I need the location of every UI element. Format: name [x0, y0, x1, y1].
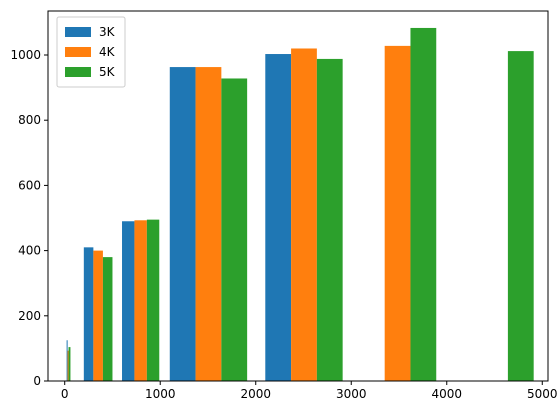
- bar-4K-5: [384, 45, 411, 381]
- x-tick-label: 4000: [431, 387, 462, 401]
- legend-label-4K: 4K: [99, 45, 116, 59]
- y-tick-label: 200: [18, 309, 41, 323]
- bar-5K-1: [102, 257, 113, 381]
- bar-4K-3: [195, 67, 222, 381]
- plot-frame: [47, 10, 549, 382]
- bar-5K-4: [316, 58, 343, 382]
- bar-5K-0: [68, 347, 71, 381]
- bars-layer: [66, 27, 534, 382]
- y-tick-label: 400: [18, 244, 41, 258]
- legend-label-5K: 5K: [99, 65, 116, 79]
- bar-4K-4: [291, 48, 317, 382]
- y-tick-label: 0: [33, 374, 41, 388]
- bar-5K-3: [221, 78, 248, 381]
- legend-label-3K: 3K: [99, 25, 116, 39]
- legend-swatch-3K: [65, 27, 91, 37]
- legend-swatch-5K: [65, 67, 91, 77]
- bar-3K-2: [122, 221, 135, 381]
- bar-4K-0: [67, 350, 69, 381]
- x-tick-label: 3000: [336, 387, 367, 401]
- y-tick-label: 600: [18, 178, 41, 192]
- x-tick-label: 1000: [145, 387, 176, 401]
- x-tick-label: 5000: [527, 387, 558, 401]
- legend: 3K 4K 5K: [56, 16, 126, 88]
- bar-3K-0: [66, 340, 68, 381]
- y-tick-label: 800: [18, 113, 41, 127]
- bar-5K-5: [410, 27, 437, 381]
- bar-4K-1: [93, 250, 103, 381]
- x-tick-label: 0: [61, 387, 69, 401]
- y-axis: 0 200 400 600 800 1000: [10, 48, 48, 388]
- bar-3K-4: [265, 54, 292, 381]
- y-tick-label: 1000: [10, 48, 41, 62]
- bar-3K-1: [83, 247, 94, 381]
- bar-5K-6: [507, 51, 534, 381]
- legend-swatch-4K: [65, 47, 91, 57]
- bar-4K-2: [134, 220, 147, 381]
- x-tick-label: 2000: [240, 387, 271, 401]
- x-axis: 0 1000 2000 3000 4000 5000: [61, 381, 558, 401]
- bar-5K-2: [146, 219, 160, 381]
- bar-3K-3: [169, 67, 196, 381]
